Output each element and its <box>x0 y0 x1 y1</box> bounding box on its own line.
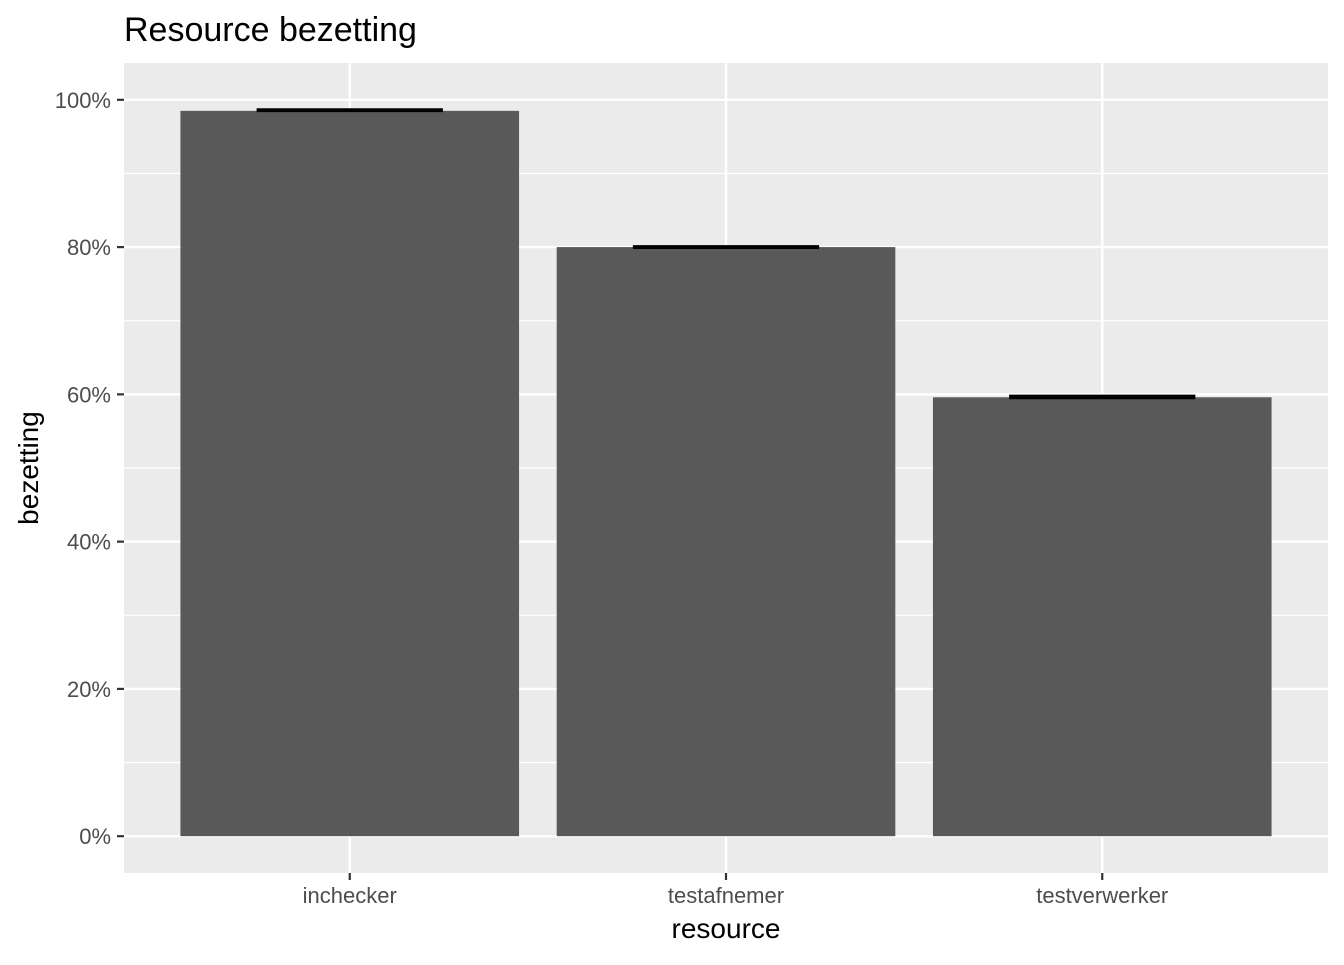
y-axis-title: bezetting <box>13 411 44 525</box>
chart-title: Resource bezetting <box>124 11 417 49</box>
x-tick-label: inchecker <box>303 883 397 908</box>
y-tick-label: 40% <box>67 530 111 555</box>
y-tick-label: 100% <box>55 88 111 113</box>
y-tick-label: 60% <box>67 382 111 407</box>
bar-testverwerker <box>932 397 1272 837</box>
errorbars-group <box>256 108 1196 400</box>
x-axis-title: resource <box>672 913 781 944</box>
x-tick-label: testafnemer <box>668 883 784 908</box>
bar-inchecker <box>180 110 520 837</box>
x-axis: inchecker testafnemer testverwerker <box>303 873 1168 908</box>
bars-group <box>180 110 1272 837</box>
y-tick-label: 0% <box>79 824 111 849</box>
bar-testafnemer <box>556 247 896 837</box>
y-tick-label: 80% <box>67 235 111 260</box>
x-tick-label: testverwerker <box>1036 883 1168 908</box>
y-tick-label: 20% <box>67 677 111 702</box>
y-axis: 0% 20% 40% 60% 80% 100% <box>55 88 124 849</box>
